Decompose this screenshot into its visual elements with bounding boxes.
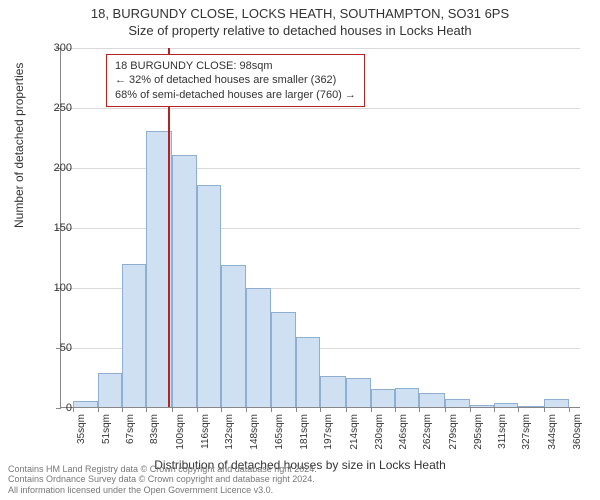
x-tick-label: 165sqm <box>274 414 285 450</box>
x-tick <box>395 407 396 412</box>
x-tick <box>246 407 247 412</box>
x-tick <box>569 407 570 412</box>
x-tick-label: 100sqm <box>175 414 186 450</box>
plot-area: 35sqm51sqm67sqm83sqm100sqm116sqm132sqm14… <box>60 48 580 408</box>
gridline <box>61 228 580 229</box>
x-tick-label: 51sqm <box>101 414 112 444</box>
x-tick <box>73 407 74 412</box>
chart-title-line1: 18, BURGUNDY CLOSE, LOCKS HEATH, SOUTHAM… <box>0 6 600 21</box>
histogram-bar <box>494 403 518 407</box>
footer-line: All information licensed under the Open … <box>8 485 317 496</box>
gridline <box>61 168 580 169</box>
x-tick-label: 262sqm <box>422 414 433 450</box>
x-tick <box>371 407 372 412</box>
histogram-bar <box>246 288 272 407</box>
x-tick <box>172 407 173 412</box>
annotation-line: 18 BURGUNDY CLOSE: 98sqm <box>115 59 356 73</box>
x-tick <box>221 407 222 412</box>
x-tick <box>346 407 347 412</box>
x-tick-label: 327sqm <box>521 414 532 450</box>
x-tick <box>98 407 99 412</box>
y-tick-label: 0 <box>66 402 72 414</box>
y-tick <box>56 408 61 409</box>
histogram-bar <box>320 376 346 407</box>
x-tick-label: 148sqm <box>249 414 260 450</box>
histogram-bar <box>518 406 544 407</box>
histogram-bar <box>73 401 97 407</box>
x-tick-label: 181sqm <box>299 414 310 450</box>
x-tick-label: 116sqm <box>200 414 211 449</box>
x-tick <box>271 407 272 412</box>
histogram-bar <box>296 337 320 407</box>
y-tick-label: 100 <box>54 282 72 294</box>
x-tick <box>296 407 297 412</box>
x-tick-label: 83sqm <box>149 414 160 444</box>
histogram-bar <box>395 388 419 407</box>
histogram-bar <box>419 393 445 407</box>
y-tick-label: 200 <box>54 162 72 174</box>
histogram-bar <box>172 155 196 407</box>
histogram-bar <box>544 399 568 407</box>
y-tick-label: 300 <box>54 42 72 54</box>
x-tick-label: 214sqm <box>349 414 360 450</box>
x-tick-label: 35sqm <box>76 414 87 444</box>
x-tick-label: 360sqm <box>572 414 583 450</box>
footer-line: Contains HM Land Registry data © Crown c… <box>8 464 317 475</box>
y-tick-label: 250 <box>54 102 72 114</box>
histogram-bar <box>470 405 494 407</box>
gridline <box>61 108 580 109</box>
x-tick-label: 246sqm <box>398 414 409 450</box>
x-tick-label: 67sqm <box>125 414 136 444</box>
histogram-bar <box>271 312 295 407</box>
x-tick-label: 197sqm <box>323 414 334 450</box>
x-tick <box>320 407 321 412</box>
histogram-bar <box>346 378 370 407</box>
x-tick <box>197 407 198 412</box>
x-tick <box>518 407 519 412</box>
histogram-bar <box>221 265 245 407</box>
x-tick <box>494 407 495 412</box>
histogram-bar <box>445 399 469 407</box>
x-tick-label: 279sqm <box>448 414 459 450</box>
annotation-line: 68% of semi-detached houses are larger (… <box>115 88 356 102</box>
annotation-box: 18 BURGUNDY CLOSE: 98sqm← 32% of detache… <box>106 54 365 107</box>
histogram-bar <box>98 373 122 407</box>
y-tick-label: 50 <box>60 342 72 354</box>
x-tick-label: 295sqm <box>473 414 484 450</box>
x-tick-label: 132sqm <box>224 414 235 450</box>
gridline <box>61 48 580 49</box>
x-tick-label: 344sqm <box>547 414 558 450</box>
x-tick <box>419 407 420 412</box>
chart-title-block: 18, BURGUNDY CLOSE, LOCKS HEATH, SOUTHAM… <box>0 0 600 38</box>
y-axis-label: Number of detached properties <box>12 63 26 228</box>
histogram-bar <box>197 185 221 407</box>
x-tick-label: 311sqm <box>497 414 508 449</box>
x-tick <box>146 407 147 412</box>
x-tick <box>544 407 545 412</box>
x-tick <box>122 407 123 412</box>
x-tick-label: 230sqm <box>374 414 385 450</box>
x-tick <box>445 407 446 412</box>
attribution-footer: Contains HM Land Registry data © Crown c… <box>8 464 317 496</box>
chart-title-line2: Size of property relative to detached ho… <box>0 23 600 38</box>
histogram-bar <box>371 389 395 407</box>
y-tick-label: 150 <box>54 222 72 234</box>
x-tick <box>470 407 471 412</box>
histogram-bar <box>122 264 146 407</box>
annotation-line: ← 32% of detached houses are smaller (36… <box>115 73 356 87</box>
footer-line: Contains Ordnance Survey data © Crown co… <box>8 474 317 485</box>
chart-area: 35sqm51sqm67sqm83sqm100sqm116sqm132sqm14… <box>60 48 580 408</box>
